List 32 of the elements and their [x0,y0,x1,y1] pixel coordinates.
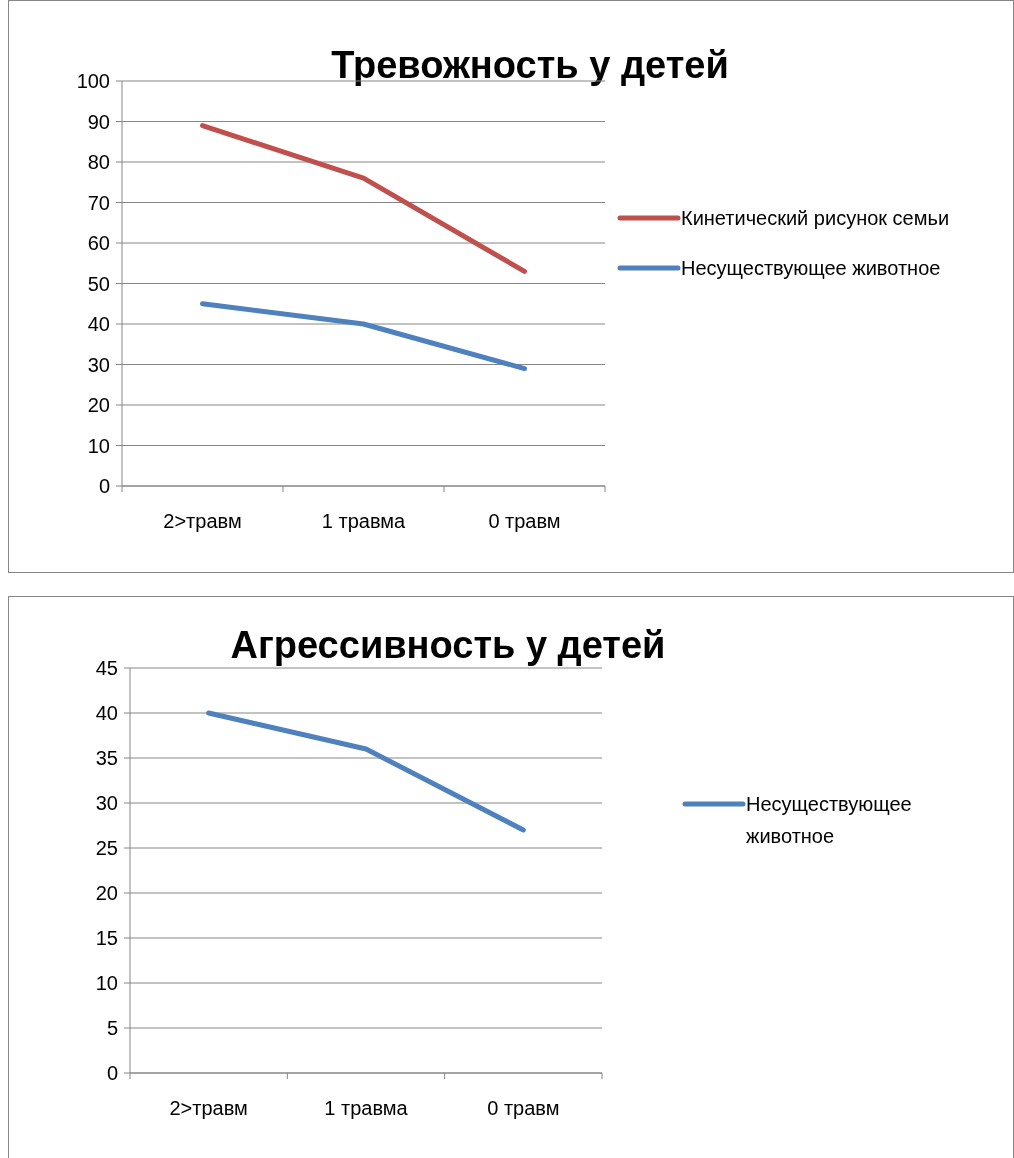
y-tick-label: 40 [87,313,110,335]
y-tick-label: 60 [87,232,110,254]
y-tick-label: 0 [106,1062,118,1084]
y-tick-label: 45 [95,657,118,679]
y-tick-label: 40 [95,702,118,724]
legend-label: Несуществующее животное [746,793,912,847]
chart-title: Агрессивность у детей [230,624,666,666]
y-tick-label: 30 [87,353,110,376]
legend-label: Кинетический рисунок семьи [681,207,950,229]
y-tick-label: 90 [87,110,110,133]
x-tick-label: 1 травма [324,1097,409,1119]
x-tick-label: 0 травм [488,510,561,532]
y-tick-label: 30 [95,792,118,814]
y-tick-label: 80 [87,151,110,173]
x-tick-label: 2>травм [163,510,242,532]
x-tick-label: 1 травма [321,510,407,532]
x-tick-label: 0 травм [487,1097,560,1119]
y-tick-label: 50 [87,272,110,295]
y-tick-label: 10 [95,972,118,994]
y-tick-label: 10 [87,434,110,457]
legend-label: Несуществующее животное [681,257,941,279]
y-tick-label: 70 [87,191,110,214]
y-tick-label: 5 [106,1017,118,1039]
y-tick-label: 15 [95,927,118,949]
chart-title: Тревожность у детей [331,44,729,86]
y-tick-label: 0 [98,475,110,497]
y-tick-label: 25 [95,837,118,859]
y-tick-label: 20 [95,882,118,904]
y-tick-label: 100 [76,70,110,92]
x-tick-label: 2>травм [169,1097,248,1119]
y-tick-label: 35 [95,747,118,769]
y-tick-label: 20 [87,394,110,416]
